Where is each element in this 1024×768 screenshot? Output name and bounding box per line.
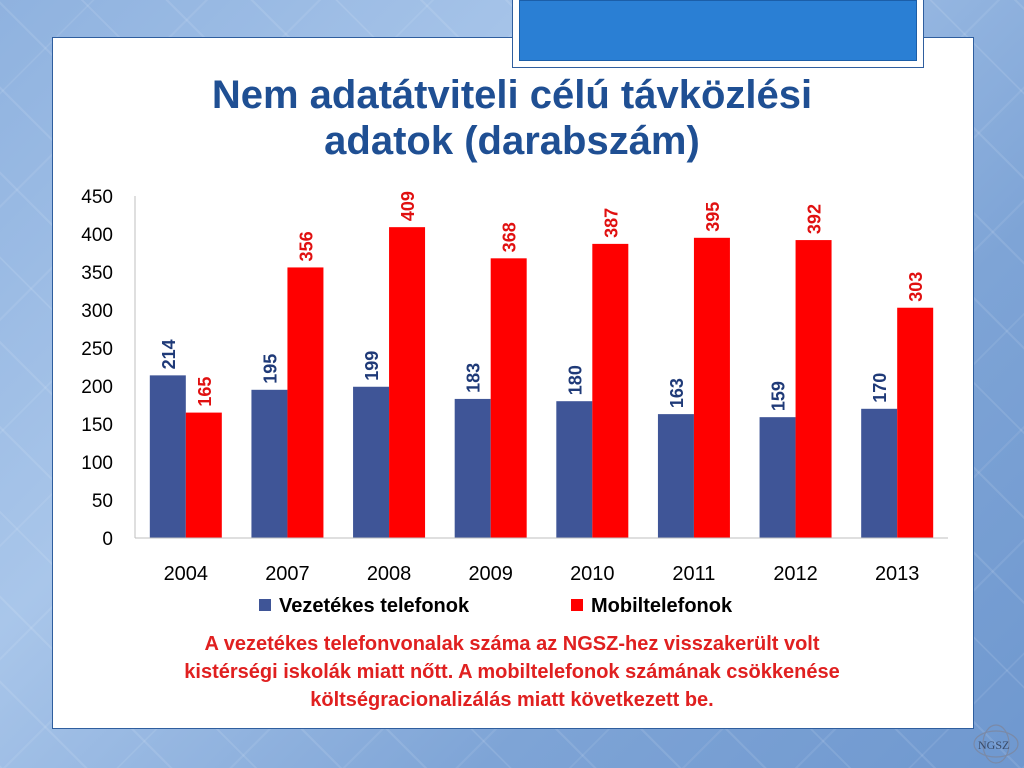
x-tick-label: 2010 — [570, 563, 615, 585]
x-tick-label: 2007 — [265, 563, 310, 585]
y-tick-label: 200 — [81, 377, 113, 398]
bar-series-1 — [353, 386, 390, 538]
x-tick-label: 2008 — [367, 563, 412, 585]
caption-line-1: A vezetékes telefonvonalak száma az NGSZ… — [204, 633, 820, 655]
y-tick-label: 350 — [81, 263, 113, 284]
legend-swatch-1 — [259, 599, 271, 611]
data-label: 159 — [769, 381, 789, 411]
data-labels: 214 165 195 356 199 409 183 368 180 387 163 395 159 3… — [159, 191, 926, 411]
data-label: 195 — [260, 354, 280, 384]
bar-series-2 — [592, 243, 629, 538]
legend: Vezetékes telefonok Mobiltelefonok — [259, 595, 733, 617]
data-label: 183 — [464, 363, 484, 393]
caption-line-2: kistérségi iskolák miatt nőtt. A mobilte… — [184, 661, 840, 683]
data-label: 409 — [398, 191, 418, 221]
data-label: 165 — [195, 377, 215, 407]
data-label: 214 — [159, 339, 179, 369]
data-label: 303 — [906, 272, 926, 302]
data-label: 392 — [805, 204, 825, 234]
y-tick-label: 100 — [81, 453, 113, 474]
bar-series-1 — [556, 401, 593, 538]
data-label: 356 — [296, 231, 316, 261]
y-tick-label: 450 — [81, 187, 113, 208]
bars — [149, 227, 934, 539]
bar-series-2 — [185, 412, 222, 538]
bar-series-1 — [861, 408, 898, 538]
y-tick-label: 250 — [81, 339, 113, 360]
x-tick-label: 2013 — [875, 563, 920, 585]
title-line-2: adatok (darabszám) — [324, 119, 700, 163]
data-label: 387 — [601, 208, 621, 238]
bar-series-1 — [759, 417, 796, 538]
bar-series-2 — [897, 307, 934, 538]
x-axis: 2004 2007 2008 2009 2010 2011 2012 2013 — [135, 537, 948, 585]
data-label: 368 — [500, 222, 520, 252]
title-line-1: Nem adatátviteli célú távközlési — [211, 73, 813, 117]
y-tick-label: 150 — [81, 415, 113, 436]
y-axis: 0 50 100 150 200 250 300 350 400 450 — [81, 187, 136, 550]
data-label: 180 — [565, 365, 585, 395]
y-tick-label: 400 — [81, 225, 113, 246]
legend-swatch-2 — [571, 599, 583, 611]
x-tick-label: 2011 — [672, 563, 715, 585]
ngsz-logo-icon — [973, 724, 1019, 764]
caption-line-3: költségracionalizálás miatt következett … — [310, 689, 714, 711]
y-tick-label: 0 — [102, 529, 113, 550]
header-accent-box — [512, 0, 924, 68]
data-label: 199 — [362, 351, 382, 381]
bar-series-2 — [693, 237, 730, 539]
y-tick-label: 50 — [92, 491, 113, 512]
legend-label-1: Vezetékes telefonok — [279, 595, 470, 617]
y-tick-label: 300 — [81, 301, 113, 322]
bar-series-1 — [454, 398, 491, 538]
bar-series-2 — [490, 258, 527, 538]
bar-series-2 — [287, 267, 324, 538]
bar-series-1 — [657, 414, 694, 538]
x-tick-label: 2009 — [468, 563, 513, 585]
legend-label-2: Mobiltelefonok — [591, 595, 733, 617]
bar-series-2 — [795, 240, 832, 538]
bar-series-1 — [251, 389, 288, 538]
slide-title: Nem adatátviteli célú távközlési adatok … — [52, 72, 972, 164]
bar-series-1 — [149, 375, 186, 538]
x-tick-label: 2004 — [164, 563, 209, 585]
logo-text: NGSZ — [978, 738, 1010, 752]
data-label: 163 — [667, 378, 687, 408]
slide-caption: A vezetékes telefonvonalak száma az NGSZ… — [70, 630, 954, 714]
data-label: 395 — [703, 202, 723, 232]
x-tick-label: 2012 — [773, 563, 818, 585]
header-accent-fill — [519, 0, 917, 61]
data-label: 170 — [870, 373, 890, 403]
bar-series-2 — [389, 227, 426, 538]
